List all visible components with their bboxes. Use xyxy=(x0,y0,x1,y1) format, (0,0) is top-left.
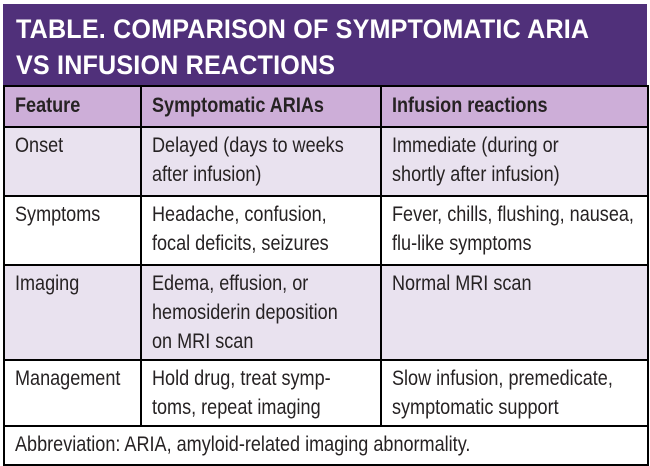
feature-cell: Management xyxy=(3,359,142,427)
feature-cell: Onset xyxy=(3,126,142,197)
aria-cell: Hold drug, treat symp- toms, repeat imag… xyxy=(140,359,382,427)
comparison-table: Feature Symptomatic ARIAs Infusion react… xyxy=(3,85,649,466)
table-row-symptoms: Symptoms Headache, confusion, focal defi… xyxy=(3,195,649,266)
infusion-cell: Immediate (during or shortly after infus… xyxy=(380,126,649,197)
header-infusion-reactions: Infusion reactions xyxy=(380,85,649,128)
infusion-cell: Normal MRI scan xyxy=(380,264,649,361)
table-row-onset: Onset Delayed (days to weeks after infus… xyxy=(3,126,649,197)
aria-cell: Headache, confusion, focal deficits, sei… xyxy=(140,195,382,266)
footnote-row: Abbreviation: ARIA, amyloid-related imag… xyxy=(3,425,649,466)
infusion-cell: Fever, chills, flushing, nausea, flu-lik… xyxy=(380,195,649,266)
table-row-imaging: Imaging Edema, effusion, or hemosiderin … xyxy=(3,264,649,361)
header-feature: Feature xyxy=(3,85,142,128)
table-figure: TABLE. COMPARISON OF SYMPTOMATIC ARIA VS… xyxy=(3,4,649,466)
header-symptomatic-arias: Symptomatic ARIAs xyxy=(140,85,382,128)
table-row-management: Management Hold drug, treat symp- toms, … xyxy=(3,359,649,427)
abbreviation-footnote: Abbreviation: ARIA, amyloid-related imag… xyxy=(3,425,649,466)
infusion-cell: Slow infusion, premedicate, symptomatic … xyxy=(380,359,649,427)
header-row: Feature Symptomatic ARIAs Infusion react… xyxy=(3,85,649,128)
aria-cell: Delayed (days to weeks after infusion) xyxy=(140,126,382,197)
aria-cell: Edema, effusion, or hemosiderin depositi… xyxy=(140,264,382,361)
table-title-bar: TABLE. COMPARISON OF SYMPTOMATIC ARIA VS… xyxy=(3,4,647,85)
feature-cell: Imaging xyxy=(3,264,142,361)
table-title: TABLE. COMPARISON OF SYMPTOMATIC ARIA VS… xyxy=(16,14,590,80)
feature-cell: Symptoms xyxy=(3,195,142,266)
